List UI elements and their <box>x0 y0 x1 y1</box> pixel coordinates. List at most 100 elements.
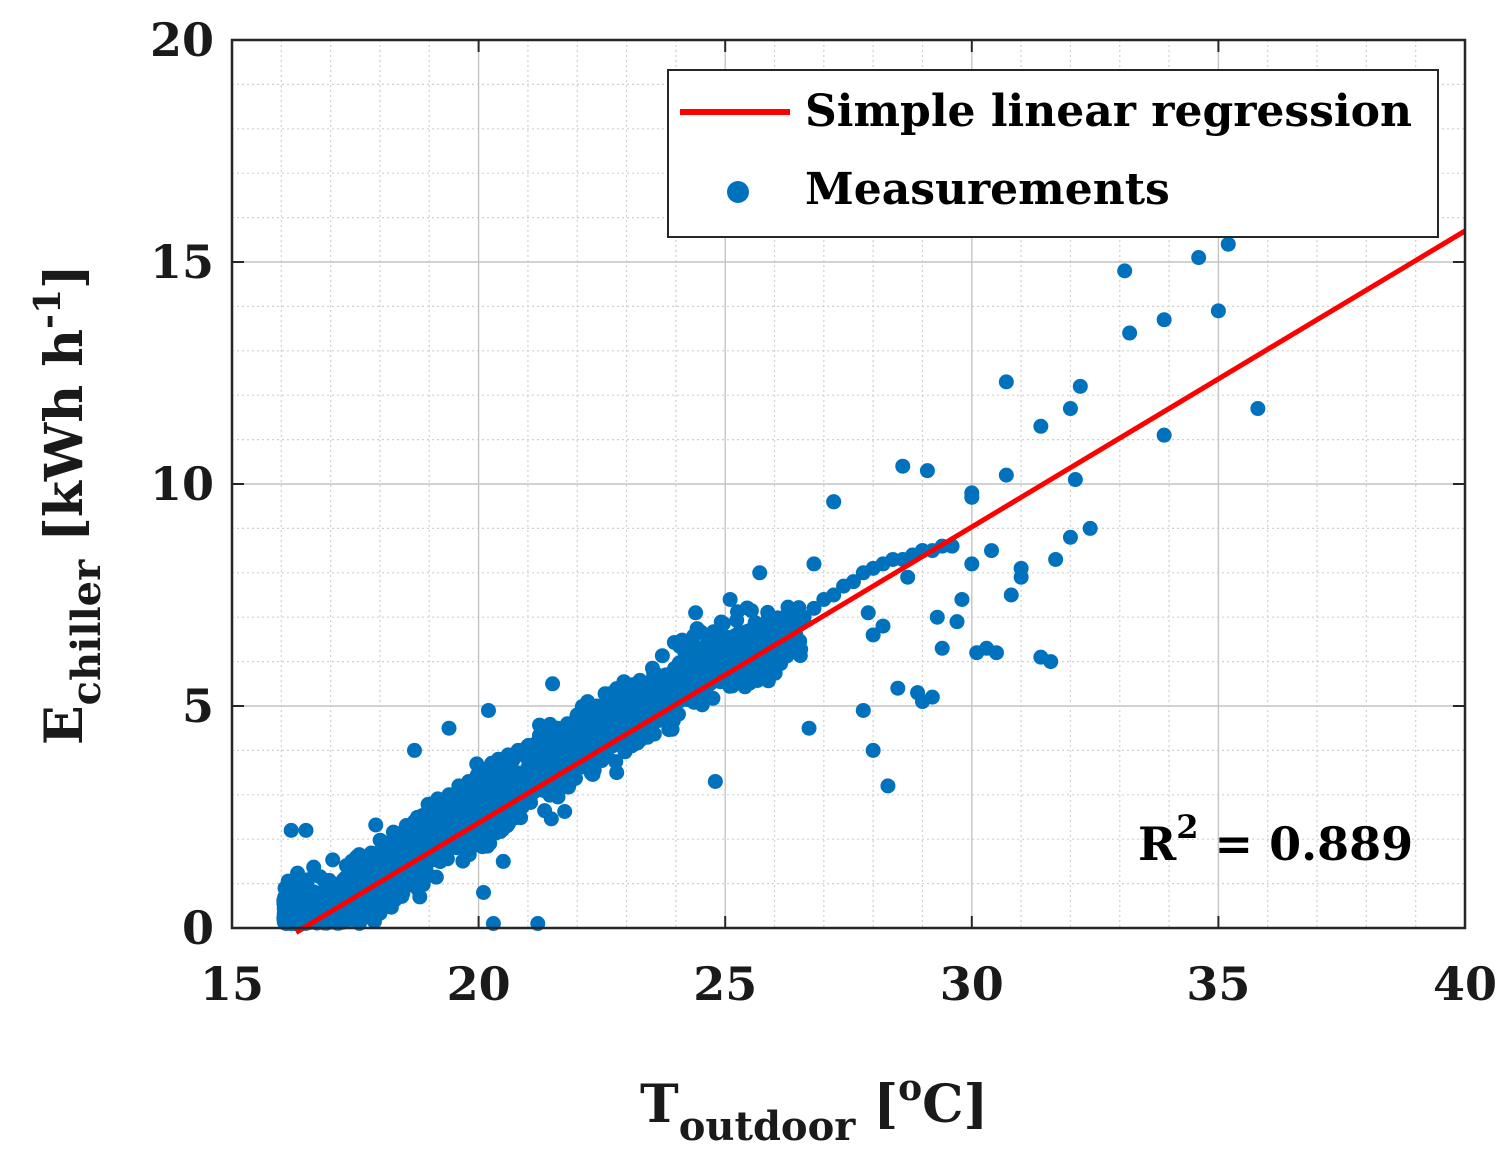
measurement-point <box>979 640 995 656</box>
measurement-point <box>584 765 600 781</box>
y-tick-label: 10 <box>150 457 214 511</box>
measurement-point <box>1048 551 1064 567</box>
measurement-point <box>627 702 643 718</box>
measurement-point <box>323 893 339 909</box>
measurement-point <box>377 840 393 856</box>
measurement-point <box>875 618 891 634</box>
measurement-point <box>1062 401 1078 417</box>
measurement-point <box>707 773 723 789</box>
measurement-point <box>497 762 513 778</box>
measurement-point <box>461 847 477 863</box>
measurement-point <box>428 869 444 885</box>
measurement-point <box>383 899 399 915</box>
measurement-point <box>757 670 773 686</box>
axis-ticks: 15 20 25 30 35 40 0 5 10 15 20 <box>150 13 1497 1011</box>
measurement-point <box>406 742 422 758</box>
measurement-point <box>337 884 353 900</box>
measurement-point <box>366 913 382 929</box>
r-squared-sup: 2 <box>1176 808 1198 846</box>
measurement-point <box>608 754 624 770</box>
measurement-point <box>357 862 373 878</box>
measurement-point <box>1250 401 1266 417</box>
measurement-point <box>1033 418 1049 434</box>
measurement-point <box>282 882 298 898</box>
measurement-point <box>964 556 980 572</box>
measurement-point <box>495 853 511 869</box>
measurement-point <box>895 458 911 474</box>
measurement-point <box>490 779 506 795</box>
measurement-point <box>387 831 403 847</box>
measurement-point <box>347 854 363 870</box>
measurement-point <box>900 569 916 585</box>
measurement-point <box>421 805 437 821</box>
measurement-point <box>654 648 670 664</box>
measurement-point <box>752 565 768 581</box>
y-tick-label: 5 <box>182 679 214 733</box>
measurement-point <box>461 773 477 789</box>
x-axis-title-close: C] <box>922 1074 988 1135</box>
measurement-point <box>638 724 654 740</box>
measurement-point <box>1122 325 1138 341</box>
x-axis-title: Toutdoor [oC] <box>640 1067 988 1150</box>
measurement-point <box>929 609 945 625</box>
measurement-point <box>1003 587 1019 603</box>
y-axis-title-main: E <box>34 705 95 745</box>
measurement-point <box>623 738 639 754</box>
measurement-point <box>860 605 876 621</box>
measurement-point <box>1191 250 1207 266</box>
measurement-point <box>493 824 509 840</box>
measurement-point <box>565 735 581 751</box>
measurement-point <box>661 689 677 705</box>
measurement-point <box>661 722 677 738</box>
measurement-point <box>523 794 539 810</box>
measurement-point <box>924 689 940 705</box>
measurement-point <box>793 641 809 657</box>
measurement-point <box>1220 236 1236 252</box>
measurement-point <box>801 720 817 736</box>
measurement-point <box>480 702 496 718</box>
measurement-point <box>806 556 822 572</box>
measurement-point <box>589 729 605 745</box>
x-tick-label: 40 <box>1433 957 1497 1011</box>
x-tick-label: 35 <box>1186 957 1250 1011</box>
measurement-point <box>688 605 704 621</box>
measurement-point <box>934 640 950 656</box>
measurement-point <box>411 825 427 841</box>
measurement-point <box>826 494 842 510</box>
measurement-point <box>480 760 496 776</box>
legend: Simple linear regression Measurements <box>667 69 1439 238</box>
measurement-point <box>721 675 737 691</box>
x-axis-title-sub: outdoor <box>679 1103 857 1150</box>
measurement-point <box>1067 472 1083 488</box>
measurement-point <box>1013 569 1029 585</box>
y-axis-title-sub: chiller <box>63 559 110 705</box>
measurement-point <box>1156 312 1172 328</box>
measurement-point <box>760 604 776 620</box>
measurement-point <box>441 720 457 736</box>
x-tick-label: 20 <box>447 957 511 1011</box>
x-tick-label: 30 <box>940 957 1004 1011</box>
measurement-point <box>431 796 447 812</box>
measurement-point <box>367 853 383 869</box>
measurement-point <box>298 822 314 838</box>
measurement-point <box>557 803 573 819</box>
r-squared-annotation: R2 = 0.889 <box>1138 808 1413 871</box>
measurement-point <box>460 800 476 816</box>
measurement-point <box>607 717 623 733</box>
r-squared-prefix: R <box>1138 817 1177 871</box>
x-tick-label: 15 <box>200 957 264 1011</box>
measurement-point <box>826 587 842 603</box>
measurement-point <box>855 702 871 718</box>
regression-line <box>294 228 1467 935</box>
measurement-point <box>532 717 548 733</box>
measurement-point <box>1072 378 1088 394</box>
measurement-point <box>954 591 970 607</box>
measurement-point <box>472 836 488 852</box>
measurement-point <box>412 889 428 905</box>
y-axis-title: Echiller [kWh h-1] <box>27 264 110 745</box>
measurement-point <box>476 884 492 900</box>
regression-line-group <box>294 228 1467 935</box>
measurement-point <box>394 885 410 901</box>
measurement-point <box>541 785 557 801</box>
